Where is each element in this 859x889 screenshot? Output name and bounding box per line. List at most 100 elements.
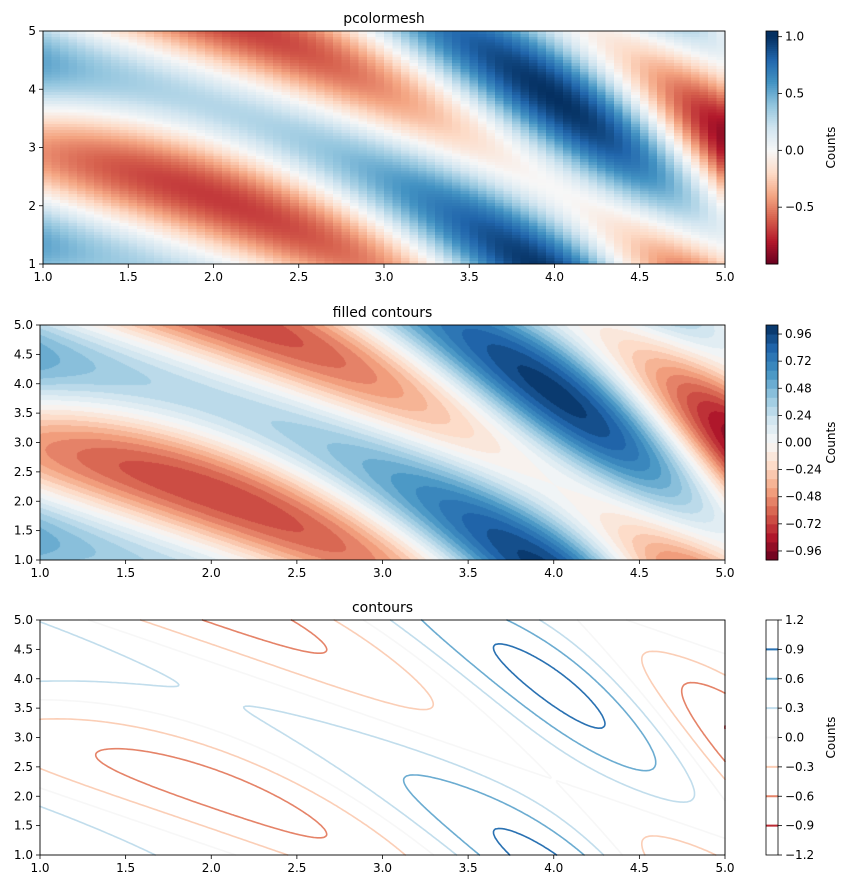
x-tick-label: 4.0 — [544, 566, 563, 580]
colorbar-segment — [766, 178, 778, 182]
colorbar-segment — [766, 36, 778, 40]
colorbar-segment — [766, 170, 778, 174]
colorbar-segment — [766, 73, 778, 77]
x-tick-label: 3.0 — [373, 861, 392, 875]
contour-line — [39, 619, 696, 856]
colorbar-segment — [766, 203, 778, 207]
colorbar-segment — [766, 194, 778, 197]
chart-title-3: contours — [352, 600, 413, 616]
colorbar-segment — [766, 48, 778, 51]
colorbar-segment — [766, 89, 778, 92]
colorbar-segment — [766, 234, 778, 238]
colorbar-segment — [766, 188, 778, 191]
y-tick-label: 1.5 — [14, 524, 33, 538]
x-tick-label: 5.0 — [715, 270, 734, 284]
colorbar-1: −0.5 0.0 0.5 1.0 Counts — [765, 30, 838, 265]
x-tick-label: 2.5 — [287, 861, 306, 875]
contour-line — [402, 619, 657, 856]
colorbar-segment — [766, 184, 778, 187]
x-tick-label: 1.0 — [33, 270, 52, 284]
colorbar-segment — [766, 514, 778, 525]
y-tick-label: 2.0 — [14, 789, 33, 803]
colorbar-segment — [766, 211, 778, 215]
colorbar-segment — [766, 180, 778, 183]
x-tick-label: 5.0 — [715, 861, 734, 875]
colorbar-segment — [766, 46, 778, 49]
x-tick-label: 3.0 — [374, 270, 393, 284]
colorbar-segment — [766, 106, 778, 110]
colorbar-segment — [766, 79, 778, 82]
colorbar-segment — [766, 370, 778, 380]
colorbar-segment — [766, 104, 778, 108]
colorbar-segment — [766, 190, 778, 193]
colorbar-segment — [766, 161, 778, 164]
colorbar-segment — [766, 159, 778, 162]
colorbar-segment — [766, 139, 778, 143]
colorbar-segment — [766, 97, 778, 100]
colorbar-segment — [766, 252, 778, 255]
x-tick-label: 2.0 — [202, 861, 221, 875]
y-tick-label: 5.0 — [14, 613, 33, 627]
colorbar-segment — [766, 496, 778, 507]
colorbar-segment — [766, 213, 778, 216]
colorbar-segment — [766, 192, 778, 195]
colorbar-tick-label: −0.5 — [785, 200, 814, 214]
colorbar-segment — [766, 141, 778, 145]
colorbar-segment — [766, 98, 778, 102]
x-tick-label: 1.0 — [30, 861, 49, 875]
colorbar-segment — [766, 137, 778, 141]
colorbar-segment — [766, 406, 778, 416]
colorbar-segment — [766, 221, 778, 224]
colorbar-segment — [766, 254, 778, 257]
colorbar-segment — [766, 157, 778, 160]
colorbar-segment — [766, 238, 778, 242]
colorbar-tick-label: 0.0 — [785, 731, 804, 745]
colorbar-segment — [766, 541, 778, 552]
colorbar-segment — [766, 250, 778, 253]
x-tick-label: 2.5 — [289, 270, 308, 284]
y-tick-label: 1.0 — [14, 848, 33, 862]
colorbar-tick-label: 0.6 — [785, 672, 804, 686]
colorbar-segment — [766, 116, 778, 119]
contour-line — [39, 619, 726, 856]
x-tick-label: 5.0 — [715, 566, 734, 580]
colorbar-segment — [766, 118, 778, 121]
colorbar-segment — [766, 205, 778, 209]
chart-title-1: pcolormesh — [343, 11, 425, 27]
colorbar-segment — [766, 223, 778, 226]
colorbar-3: −1.2 −0.9 −0.6 −0.3 0.0 0.3 0.6 0.9 1.2 Counts — [765, 613, 838, 862]
colorbar-segment — [766, 232, 778, 236]
colorbar-segment — [766, 38, 778, 42]
x-tick-label: 2.0 — [202, 566, 221, 580]
colorbar-segment — [766, 77, 778, 81]
colorbar-segment — [766, 164, 778, 168]
colorbar-segment — [766, 451, 778, 462]
colorbar-segment — [766, 50, 778, 53]
colorbar-label: Counts — [824, 127, 838, 169]
colorbar-segment — [766, 44, 778, 48]
colorbar-label: Counts — [824, 717, 838, 759]
colorbar-segment — [766, 201, 778, 205]
colorbar-segment — [766, 83, 778, 86]
colorbar-segment — [766, 168, 778, 172]
colorbar-segment — [766, 469, 778, 480]
colorbar-segment — [766, 505, 778, 516]
x-tick-label: 1.5 — [116, 861, 135, 875]
colorbar-segment — [766, 42, 778, 46]
colorbar-segment — [766, 31, 778, 34]
colorbar-segment — [766, 67, 778, 71]
colorbar-segment — [766, 217, 778, 220]
colorbar-segment — [766, 258, 778, 261]
colorbar-segment — [766, 40, 778, 44]
y-tick-label: 3.5 — [14, 406, 33, 420]
colorbar-tick-label: −0.72 — [785, 517, 822, 531]
colorbar-segment — [766, 58, 778, 61]
y-tick-label: 1 — [28, 257, 36, 271]
colorbar-segment — [766, 262, 778, 265]
x-tick-label: 4.0 — [544, 861, 563, 875]
colorbar-segment — [766, 151, 778, 154]
colorbar-segment — [766, 93, 778, 96]
colorbar-segment — [766, 133, 778, 137]
colorbar-segment — [766, 532, 778, 543]
y-tick-label: 2 — [28, 199, 36, 213]
